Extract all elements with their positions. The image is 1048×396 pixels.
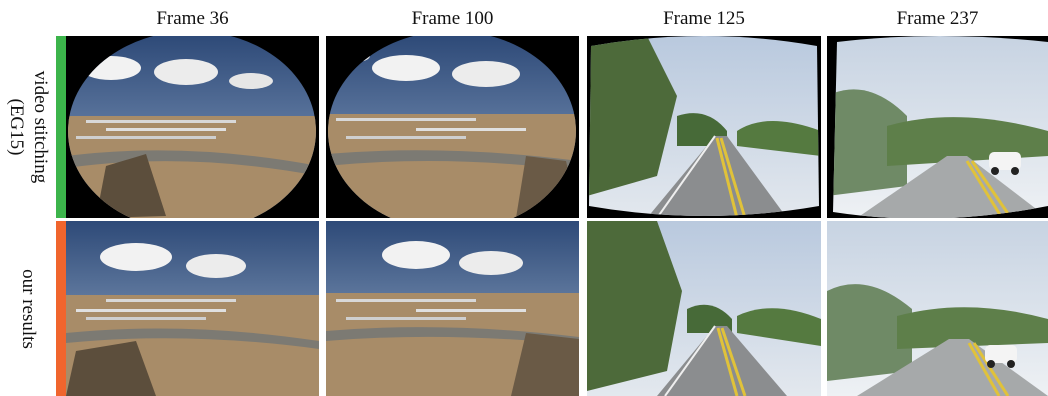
- image-frame-237-our-results: [827, 221, 1048, 396]
- image-frame-125-video-stitching: [587, 36, 821, 218]
- image-frame-100-video-stitching: [326, 36, 579, 218]
- image-frame-100-our-results: [326, 221, 579, 396]
- row-label-our-results: our results: [18, 268, 39, 349]
- column-header-frame-237: Frame 237: [896, 8, 979, 29]
- row-label-video-stitching: video stitching (EG15): [6, 70, 51, 184]
- image-frame-36-video-stitching: [66, 36, 319, 218]
- image-frame-36-our-results: [66, 221, 319, 396]
- row-color-bar-orange: [56, 221, 66, 396]
- column-header-frame-36: Frame 36: [156, 8, 229, 29]
- column-header-frame-100: Frame 100: [411, 8, 494, 29]
- row-color-bar-green: [56, 36, 66, 218]
- image-frame-125-our-results: [587, 221, 821, 396]
- image-frame-237-video-stitching: [827, 36, 1048, 218]
- column-header-frame-125: Frame 125: [663, 8, 745, 29]
